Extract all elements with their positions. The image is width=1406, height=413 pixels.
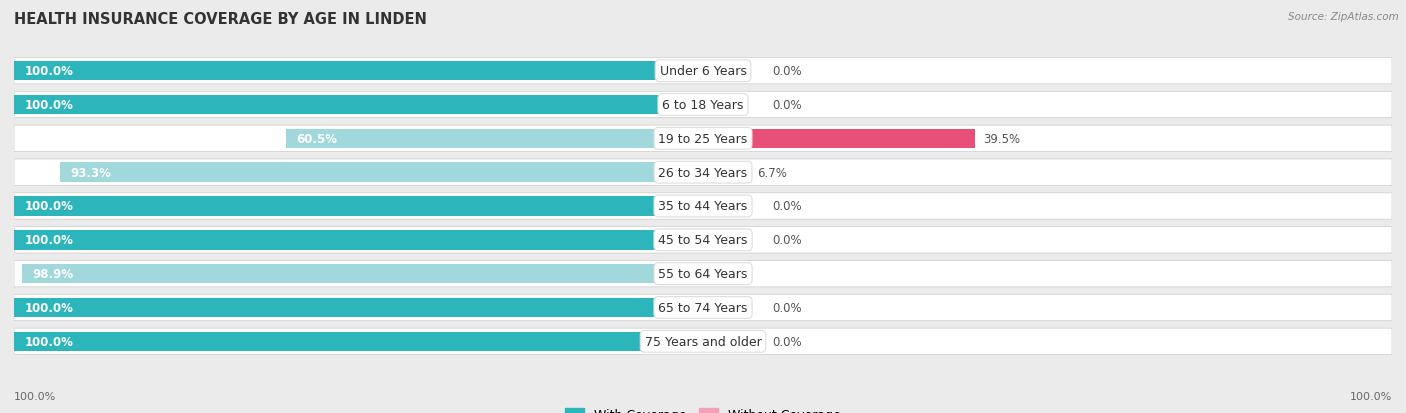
- Text: 19 to 25 Years: 19 to 25 Years: [658, 133, 748, 145]
- FancyBboxPatch shape: [14, 126, 1392, 152]
- Text: 100.0%: 100.0%: [1350, 391, 1392, 401]
- FancyBboxPatch shape: [14, 193, 1392, 220]
- Text: 100.0%: 100.0%: [24, 200, 73, 213]
- FancyBboxPatch shape: [14, 227, 1392, 254]
- Text: 1.1%: 1.1%: [718, 268, 749, 280]
- Text: 6.7%: 6.7%: [758, 166, 787, 179]
- Bar: [703, 264, 710, 284]
- FancyBboxPatch shape: [14, 92, 1392, 119]
- Text: 100.0%: 100.0%: [24, 99, 73, 112]
- Text: 39.5%: 39.5%: [983, 133, 1021, 145]
- Text: 75 Years and older: 75 Years and older: [644, 335, 762, 348]
- Text: 93.3%: 93.3%: [70, 166, 111, 179]
- Bar: [703, 129, 976, 149]
- FancyBboxPatch shape: [14, 58, 1392, 85]
- Text: 0.0%: 0.0%: [772, 335, 801, 348]
- FancyBboxPatch shape: [14, 159, 1392, 186]
- Text: 0.0%: 0.0%: [772, 65, 801, 78]
- Bar: [21, 264, 703, 284]
- Bar: [14, 230, 703, 250]
- FancyBboxPatch shape: [14, 261, 1392, 287]
- Text: 60.5%: 60.5%: [297, 133, 337, 145]
- Text: 0.0%: 0.0%: [772, 301, 801, 314]
- Text: 0.0%: 0.0%: [772, 200, 801, 213]
- Text: 100.0%: 100.0%: [24, 65, 73, 78]
- Text: HEALTH INSURANCE COVERAGE BY AGE IN LINDEN: HEALTH INSURANCE COVERAGE BY AGE IN LIND…: [14, 12, 427, 27]
- Bar: [60, 163, 703, 183]
- Text: 100.0%: 100.0%: [24, 335, 73, 348]
- FancyBboxPatch shape: [14, 294, 1392, 321]
- Text: 98.9%: 98.9%: [32, 268, 73, 280]
- Text: 100.0%: 100.0%: [24, 301, 73, 314]
- Bar: [14, 62, 703, 81]
- Text: 0.0%: 0.0%: [772, 234, 801, 247]
- Bar: [14, 197, 703, 216]
- Bar: [14, 332, 703, 351]
- Bar: [14, 298, 703, 318]
- Text: 65 to 74 Years: 65 to 74 Years: [658, 301, 748, 314]
- Text: 0.0%: 0.0%: [772, 99, 801, 112]
- Text: 6 to 18 Years: 6 to 18 Years: [662, 99, 744, 112]
- Text: 35 to 44 Years: 35 to 44 Years: [658, 200, 748, 213]
- Bar: [14, 95, 703, 115]
- Text: 55 to 64 Years: 55 to 64 Years: [658, 268, 748, 280]
- Text: 100.0%: 100.0%: [14, 391, 56, 401]
- Text: 45 to 54 Years: 45 to 54 Years: [658, 234, 748, 247]
- Legend: With Coverage, Without Coverage: With Coverage, Without Coverage: [561, 404, 845, 413]
- Bar: [287, 129, 703, 149]
- Bar: [703, 163, 749, 183]
- Text: Source: ZipAtlas.com: Source: ZipAtlas.com: [1288, 12, 1399, 22]
- Text: 26 to 34 Years: 26 to 34 Years: [658, 166, 748, 179]
- Text: 100.0%: 100.0%: [24, 234, 73, 247]
- Text: Under 6 Years: Under 6 Years: [659, 65, 747, 78]
- FancyBboxPatch shape: [14, 328, 1392, 355]
